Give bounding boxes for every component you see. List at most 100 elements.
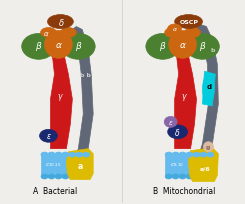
Text: $c_{10\text{-}15}$: $c_{10\text{-}15}$: [45, 160, 62, 168]
Ellipse shape: [39, 130, 57, 143]
Text: $\gamma$: $\gamma$: [181, 91, 188, 102]
Bar: [179, 155, 186, 177]
Text: $\beta$: $\beta$: [199, 40, 206, 53]
Text: a/6: a/6: [200, 165, 211, 170]
Polygon shape: [50, 50, 72, 149]
Text: b b': b b': [80, 72, 93, 77]
Bar: [165, 155, 172, 177]
Ellipse shape: [146, 34, 180, 60]
Ellipse shape: [202, 75, 214, 104]
Ellipse shape: [69, 152, 76, 157]
Ellipse shape: [55, 152, 62, 157]
Text: $\alpha$: $\alpha$: [172, 26, 178, 33]
Bar: [207, 155, 214, 177]
Bar: [186, 155, 193, 177]
Ellipse shape: [41, 174, 48, 179]
Text: $\alpha$: $\alpha$: [43, 30, 50, 38]
Bar: [83, 155, 90, 177]
Ellipse shape: [61, 34, 95, 60]
Ellipse shape: [41, 28, 56, 38]
Ellipse shape: [193, 152, 200, 157]
Bar: [48, 155, 55, 177]
Text: $\varepsilon$: $\varepsilon$: [168, 118, 173, 126]
Ellipse shape: [48, 16, 73, 29]
Ellipse shape: [200, 174, 207, 179]
Ellipse shape: [61, 28, 76, 38]
Ellipse shape: [179, 152, 186, 157]
Ellipse shape: [172, 152, 179, 157]
Text: $\varepsilon$: $\varepsilon$: [46, 132, 51, 141]
Text: B  Mitochondrial: B Mitochondrial: [153, 186, 216, 195]
Ellipse shape: [203, 142, 213, 152]
Ellipse shape: [69, 152, 76, 157]
Text: $\alpha$: $\alpha$: [55, 41, 62, 50]
Ellipse shape: [186, 152, 193, 157]
Ellipse shape: [69, 174, 76, 179]
Ellipse shape: [22, 34, 55, 60]
Text: g: g: [206, 144, 211, 150]
Ellipse shape: [207, 152, 214, 157]
Text: $\gamma$: $\gamma$: [57, 91, 64, 102]
Ellipse shape: [165, 152, 172, 157]
Ellipse shape: [45, 31, 72, 59]
Bar: [76, 155, 83, 177]
Ellipse shape: [207, 152, 214, 157]
Ellipse shape: [200, 152, 207, 157]
Ellipse shape: [76, 152, 83, 157]
Ellipse shape: [83, 152, 90, 157]
Text: a: a: [78, 161, 83, 170]
Ellipse shape: [193, 152, 200, 157]
Ellipse shape: [41, 152, 48, 157]
Ellipse shape: [48, 174, 55, 179]
Ellipse shape: [168, 25, 182, 34]
Ellipse shape: [165, 174, 172, 179]
Ellipse shape: [179, 174, 186, 179]
Ellipse shape: [83, 174, 90, 179]
Text: d: d: [207, 84, 212, 90]
Ellipse shape: [83, 152, 90, 157]
Polygon shape: [193, 26, 218, 169]
Ellipse shape: [76, 152, 83, 157]
Text: A  Bacterial: A Bacterial: [33, 186, 78, 195]
Ellipse shape: [168, 125, 188, 139]
Ellipse shape: [186, 152, 193, 157]
Ellipse shape: [62, 174, 69, 179]
Ellipse shape: [55, 174, 62, 179]
Ellipse shape: [165, 152, 172, 157]
Polygon shape: [189, 148, 218, 182]
Ellipse shape: [193, 174, 200, 179]
Ellipse shape: [62, 152, 69, 157]
Ellipse shape: [62, 152, 69, 157]
Polygon shape: [175, 50, 196, 149]
Bar: [172, 155, 179, 177]
Bar: [200, 155, 207, 177]
Ellipse shape: [172, 152, 179, 157]
Ellipse shape: [164, 117, 177, 128]
Ellipse shape: [184, 28, 200, 38]
Ellipse shape: [179, 152, 186, 157]
Ellipse shape: [186, 174, 193, 179]
Ellipse shape: [48, 152, 55, 157]
Polygon shape: [66, 149, 93, 180]
Bar: [193, 155, 200, 177]
Ellipse shape: [55, 152, 62, 157]
Text: $\delta$: $\delta$: [58, 17, 65, 28]
Ellipse shape: [200, 152, 207, 157]
Bar: [62, 155, 69, 177]
Text: OSCP: OSCP: [180, 20, 199, 25]
Ellipse shape: [48, 152, 55, 157]
Ellipse shape: [185, 34, 219, 60]
Ellipse shape: [165, 28, 181, 38]
Ellipse shape: [76, 174, 83, 179]
Text: $c_{8\text{-}10}$: $c_{8\text{-}10}$: [171, 160, 185, 168]
Text: $\beta$: $\beta$: [35, 40, 42, 53]
Text: b: b: [210, 48, 215, 53]
Bar: [41, 155, 48, 177]
Text: $\alpha$: $\alpha$: [179, 41, 186, 50]
Bar: [55, 155, 62, 177]
Text: $\beta$: $\beta$: [159, 40, 166, 53]
Ellipse shape: [207, 174, 214, 179]
Text: $\beta$: $\beta$: [74, 40, 82, 53]
Polygon shape: [202, 72, 215, 106]
Polygon shape: [68, 27, 93, 169]
